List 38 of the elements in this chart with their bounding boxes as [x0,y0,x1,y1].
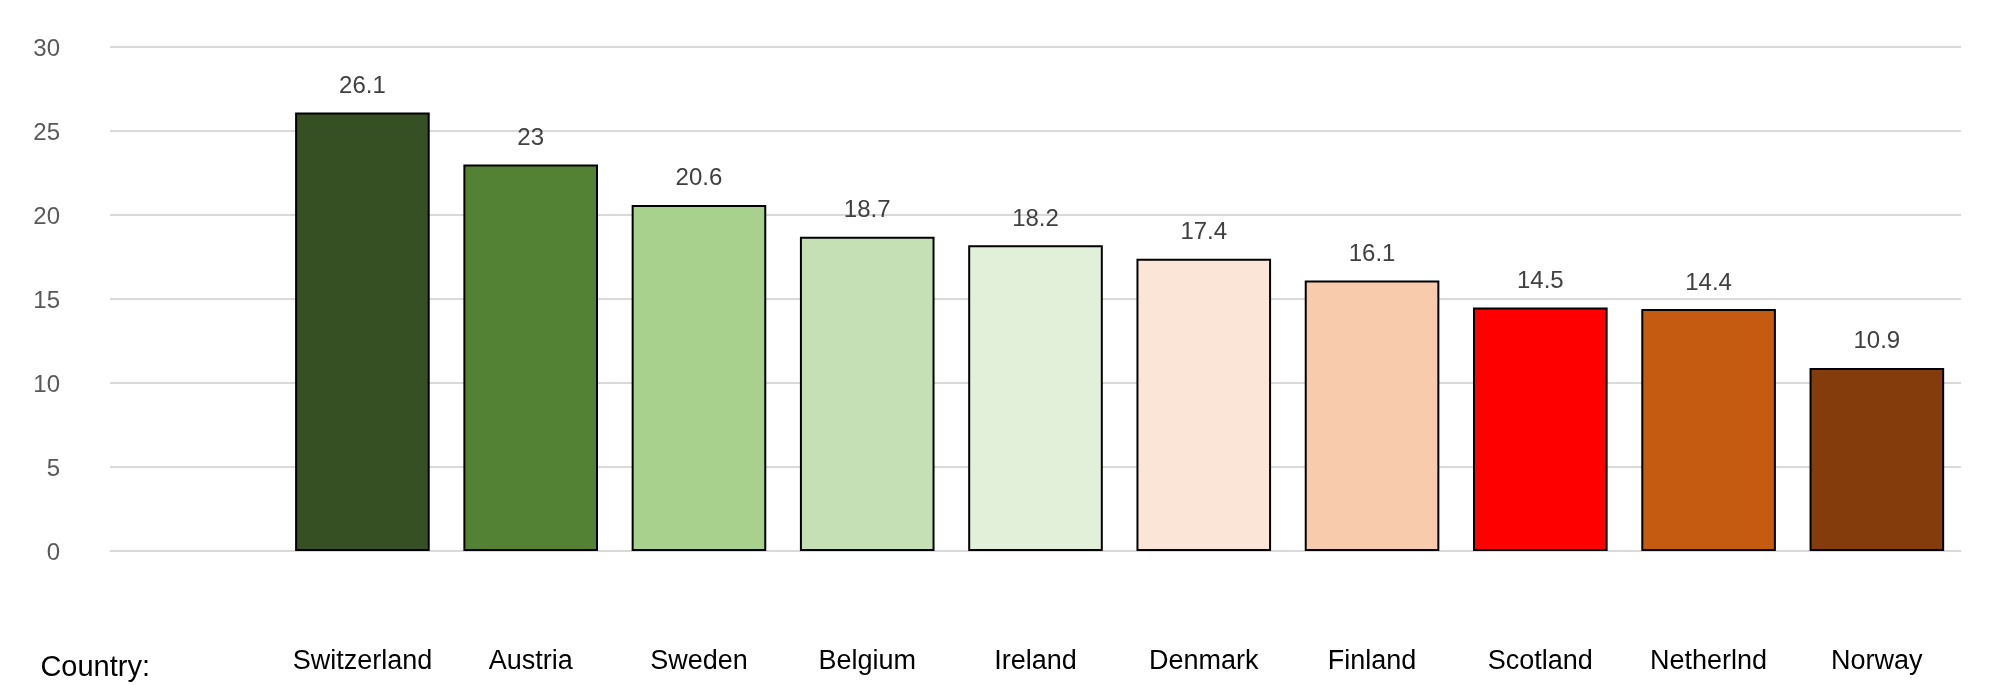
x-tick-label: Netherlnd [1650,644,1768,675]
data-label: 18.2 [1012,203,1059,231]
x-tick-label: Switzerland [292,644,433,675]
y-tick-label: 5 [46,453,60,481]
data-label: 10.9 [1853,326,1901,354]
data-label: 20.6 [675,163,723,191]
bar [968,245,1103,551]
x-tick-label: Scotland [1487,644,1593,675]
bar [631,204,767,551]
bar [1136,258,1272,551]
data-label: 23 [517,123,545,151]
x-tick-label: Belgium [818,644,916,675]
x-tick-label: Finland [1327,644,1417,675]
x-tick-label: Sweden [650,644,748,675]
x-tick-label: Austria [488,644,574,675]
x-tick-label: Denmark [1149,644,1260,675]
bar [1641,309,1776,551]
x-tick-label: Norway [1831,644,1924,675]
y-tick-label: 20 [33,201,60,229]
x-axis-title: Country: [40,649,150,682]
data-label: 17.4 [1180,217,1228,245]
bar [799,236,935,551]
data-label: 18.7 [843,195,891,223]
data-label: 16.1 [1348,239,1396,267]
y-tick-label: 10 [33,369,60,397]
x-tick-label: Ireland [994,644,1077,675]
y-tick-label: 25 [33,117,60,145]
bar [463,164,598,551]
bar [1304,280,1440,551]
bar [1473,307,1608,551]
bar [1809,367,1945,551]
y-tick-label: 30 [33,33,60,61]
bar [295,112,430,551]
y-tick-label: 0 [46,537,60,565]
y-tick-label: 15 [33,285,60,313]
data-label: 26.1 [339,71,386,99]
data-label: 14.5 [1516,265,1564,293]
data-label: 14.4 [1685,267,1732,295]
